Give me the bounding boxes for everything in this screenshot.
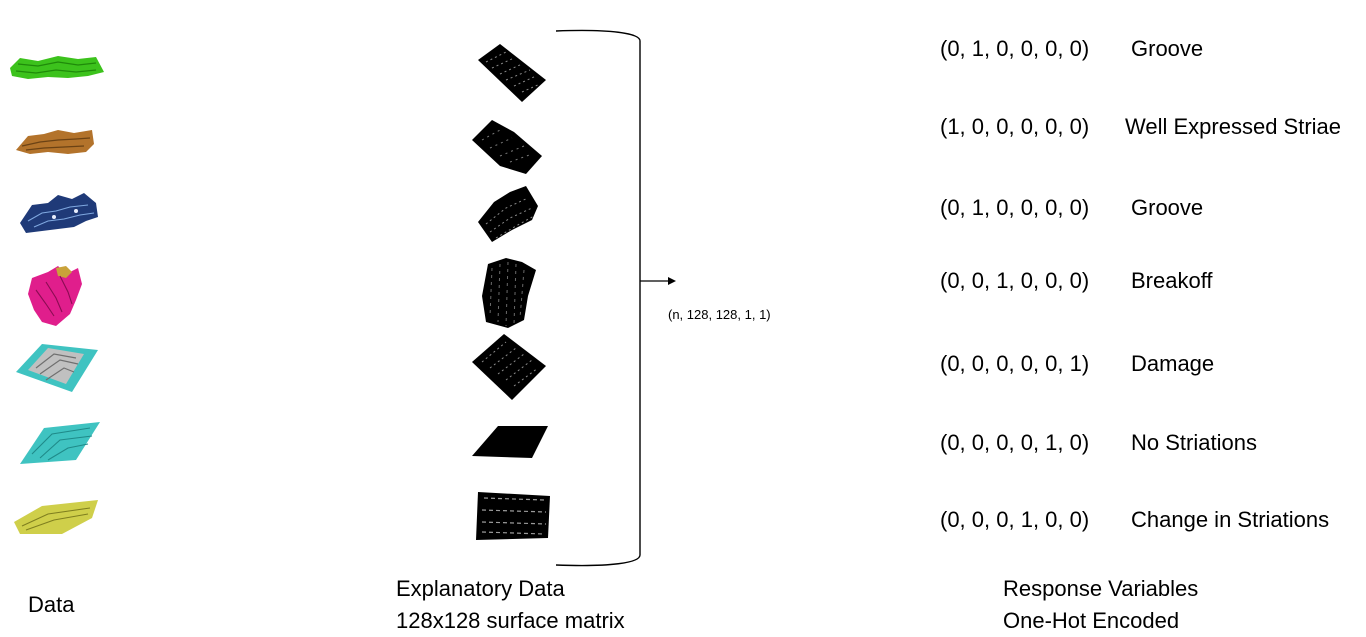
one-hot-code: (0, 0, 0, 0, 1, 0) bbox=[940, 430, 1090, 455]
class-name: Well Expressed Striae bbox=[1125, 114, 1342, 139]
surface-thumbnail bbox=[28, 266, 82, 326]
class-name: Breakoff bbox=[1131, 268, 1213, 293]
response-variables-label: Response Variables bbox=[1003, 576, 1199, 601]
grouping-bracket bbox=[555, 29, 676, 567]
response-variables-sublabel: One-Hot Encoded bbox=[1003, 608, 1180, 633]
one-hot-code: (0, 1, 0, 0, 0, 0) bbox=[940, 36, 1090, 61]
class-name: Groove bbox=[1131, 36, 1204, 61]
surface-matrix bbox=[478, 186, 538, 242]
explanatory-data-sublabel: 128x128 surface matrix bbox=[396, 608, 625, 633]
one-hot-code: (0, 0, 0, 0, 0, 1) bbox=[940, 351, 1090, 376]
surface-thumbnail bbox=[16, 130, 94, 154]
class-name: No Striations bbox=[1131, 430, 1257, 455]
surface-matrix bbox=[476, 492, 550, 540]
surface-thumbnail bbox=[16, 344, 98, 392]
surface-thumbnail bbox=[14, 500, 98, 534]
class-name: Damage bbox=[1131, 351, 1215, 376]
surface-matrix bbox=[472, 120, 542, 174]
surface-thumbnail bbox=[20, 193, 98, 233]
surface-matrix bbox=[472, 334, 546, 400]
surface-thumbnail bbox=[10, 56, 104, 79]
one-hot-code: (0, 0, 1, 0, 0, 0) bbox=[940, 268, 1090, 293]
surface-thumbnail bbox=[20, 422, 100, 464]
explanatory-data-label: Explanatory Data bbox=[396, 576, 565, 601]
surface-matrix bbox=[482, 258, 536, 328]
one-hot-code: (1, 0, 0, 0, 0, 0) bbox=[940, 114, 1090, 139]
one-hot-code: (0, 0, 0, 1, 0, 0) bbox=[940, 507, 1090, 532]
one-hot-code: (0, 1, 0, 0, 0, 0) bbox=[940, 195, 1090, 220]
surface-matrix bbox=[478, 44, 546, 102]
data-column-label: Data bbox=[28, 592, 75, 617]
surface-matrix bbox=[472, 426, 548, 458]
class-name: Change in Striations bbox=[1131, 507, 1330, 532]
class-name: Groove bbox=[1131, 195, 1204, 220]
tensor-shape-label: (n, 128, 128, 1, 1) bbox=[668, 307, 771, 322]
